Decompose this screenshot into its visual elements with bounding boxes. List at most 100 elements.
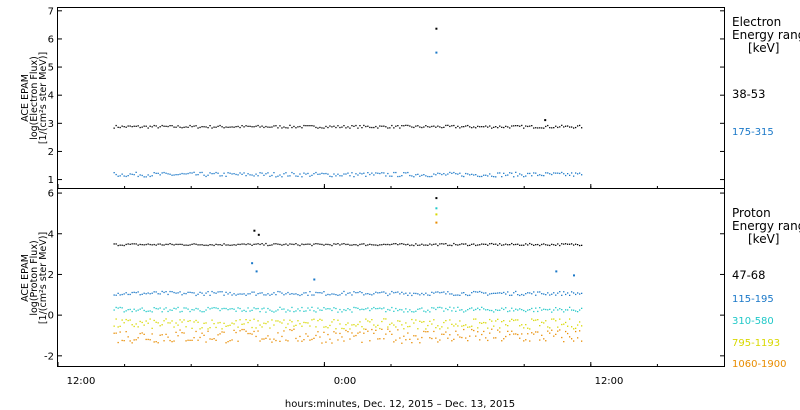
proton-point (491, 328, 493, 330)
proton-point (201, 327, 203, 329)
proton-point (351, 311, 353, 313)
proton-point (235, 310, 237, 312)
proton-point (257, 293, 259, 295)
proton-point (165, 307, 167, 309)
proton-y-tick-label-1: 0 (48, 311, 54, 322)
proton-point (115, 318, 117, 320)
proton-point (423, 321, 425, 323)
proton-point (251, 333, 253, 335)
electron-point (365, 175, 367, 177)
proton-point (527, 309, 529, 311)
proton-point (551, 293, 553, 295)
proton-point (255, 308, 257, 310)
proton-point (205, 322, 207, 324)
electron-point (501, 176, 503, 178)
proton-point (181, 243, 183, 246)
proton-point (559, 308, 561, 310)
electron-point (333, 173, 335, 175)
electron-point (487, 126, 489, 128)
proton-point (147, 292, 149, 294)
proton-point (117, 244, 119, 247)
proton-point (363, 328, 365, 330)
electron-point (545, 125, 547, 128)
proton-point (233, 293, 235, 295)
proton-point (527, 244, 529, 246)
electron-point (171, 174, 173, 176)
electron-point (265, 125, 267, 128)
proton-point (567, 309, 569, 311)
electron-point (483, 126, 485, 128)
proton-point (389, 330, 391, 333)
proton-point (219, 321, 221, 324)
proton-point (135, 323, 137, 325)
proton-point (243, 323, 245, 325)
proton-point (247, 293, 249, 295)
proton-point (183, 244, 185, 246)
proton-point (513, 244, 515, 246)
proton-point (299, 244, 301, 247)
proton-point (579, 293, 581, 295)
proton-point (475, 244, 477, 247)
proton-point (137, 326, 139, 328)
proton-point (509, 333, 511, 336)
proton-point (461, 336, 463, 339)
proton-point (459, 294, 461, 296)
electron-point (427, 175, 429, 178)
proton-point (141, 321, 143, 324)
proton-point (433, 330, 435, 333)
electron-point (267, 172, 269, 174)
electron-point (181, 127, 183, 129)
proton-point (195, 319, 197, 322)
proton-point (513, 333, 515, 335)
proton-point (173, 244, 175, 246)
proton-point (259, 292, 261, 294)
proton-point (189, 339, 191, 341)
proton-point (347, 322, 349, 324)
proton-spike-point (435, 221, 438, 224)
proton-point (319, 336, 321, 338)
proton-point (393, 310, 395, 312)
proton-point (321, 319, 323, 321)
electron-point (399, 175, 401, 178)
proton-point (523, 294, 525, 296)
proton-point (317, 320, 319, 322)
electron-point (579, 172, 581, 174)
proton-point (407, 326, 409, 328)
proton-point (479, 244, 481, 246)
proton-point (177, 243, 179, 246)
proton-point (383, 291, 385, 293)
proton-point (535, 307, 537, 309)
proton-point (251, 244, 253, 246)
proton-point (161, 244, 163, 246)
proton-point (187, 244, 189, 246)
proton-point (115, 332, 117, 334)
proton-point (417, 328, 419, 330)
proton-point (157, 322, 159, 324)
proton-point (369, 293, 371, 295)
proton-point (257, 243, 259, 245)
proton-point (435, 243, 437, 245)
proton-point (475, 308, 477, 311)
proton-point (493, 292, 495, 294)
electron-point (533, 127, 535, 129)
proton-point (409, 325, 411, 328)
proton-point (347, 292, 349, 294)
electron-point (433, 125, 435, 127)
proton-point (547, 309, 549, 311)
electron-point (517, 125, 519, 127)
proton-point (137, 244, 139, 246)
proton-point (467, 340, 469, 342)
electron-point (259, 172, 261, 174)
proton-point (253, 291, 255, 293)
proton-point (465, 337, 467, 339)
proton-point (325, 243, 327, 245)
proton-point (557, 243, 559, 245)
proton-point (175, 331, 177, 333)
electron-point (433, 173, 435, 175)
proton-point (379, 307, 381, 309)
proton-spike-point (435, 207, 438, 210)
proton-point (311, 338, 313, 341)
proton-point (293, 325, 295, 327)
proton-point (275, 243, 277, 245)
proton-point (447, 244, 449, 247)
